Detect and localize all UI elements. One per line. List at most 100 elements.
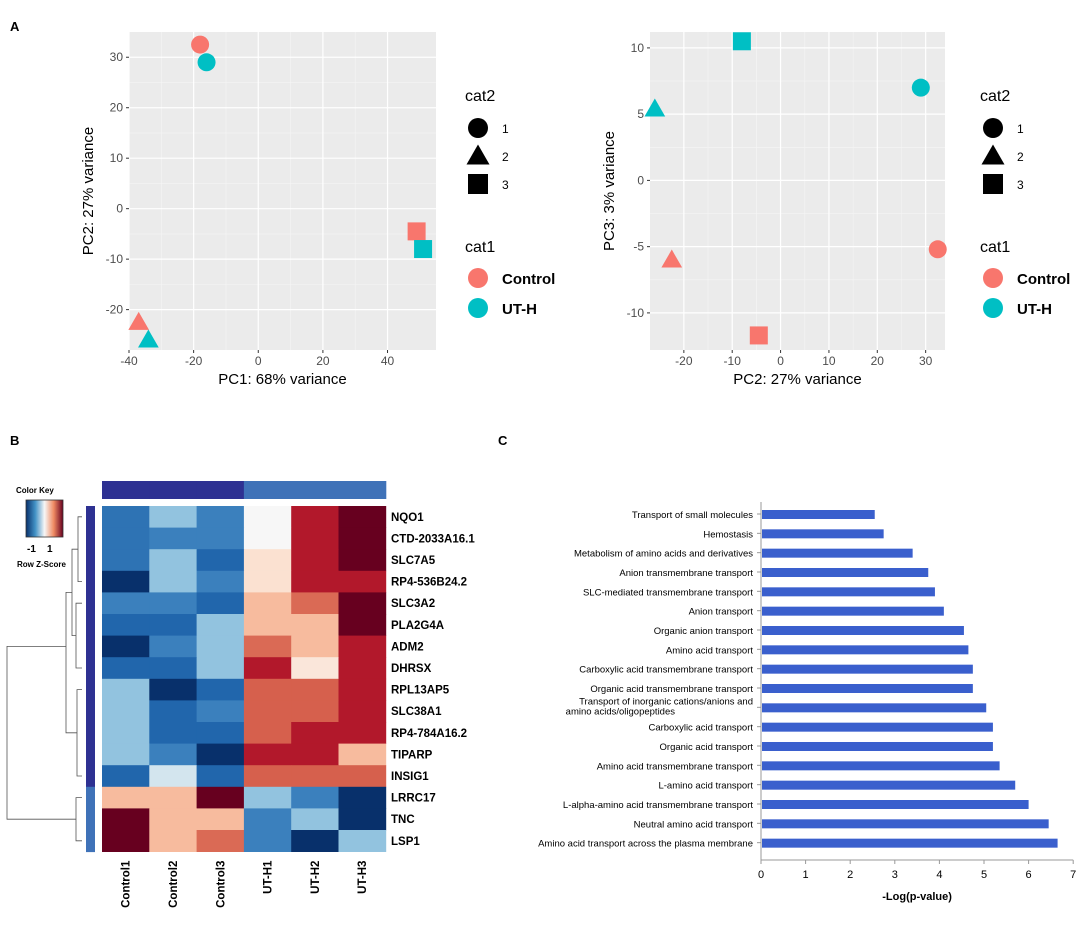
- legend-group-swatch: [468, 268, 488, 288]
- heatmap-row-label: PLA2G4A: [391, 620, 444, 632]
- row-cluster-bar: [86, 722, 95, 745]
- y-tick-label: -10: [106, 252, 124, 266]
- heatmap-cell: [149, 765, 197, 788]
- x-tick-label: 20: [871, 354, 885, 368]
- heatmap-cell: [243, 635, 292, 658]
- heatmap-cell: [196, 700, 245, 723]
- heatmap-cell: [243, 592, 292, 615]
- y-tick-label: -5: [633, 240, 644, 254]
- heatmap-column-label: Control1: [121, 860, 133, 908]
- row-cluster-bar: [86, 786, 95, 809]
- legend-shape-1: [468, 118, 488, 138]
- heatmap-cell: [196, 808, 245, 831]
- heatmap-cell: [338, 830, 387, 852]
- y-axis-label: PC3: 3% variance: [601, 131, 618, 251]
- x-tick-label: -20: [675, 354, 693, 368]
- bar-category-label: Carboxylic acid transport: [648, 723, 753, 734]
- heatmap-cell: [291, 657, 339, 680]
- heatmap-cell: [291, 678, 339, 701]
- legend-group-title: cat1: [465, 239, 495, 256]
- y-tick-label: 30: [110, 50, 124, 64]
- heatmap-cell: [243, 808, 292, 831]
- bar: [762, 722, 993, 732]
- heatmap-cell: [149, 722, 197, 744]
- legend-group-title: cat1: [980, 239, 1010, 256]
- heatmap-cell: [291, 570, 339, 593]
- row-cluster-bar: [86, 570, 95, 593]
- x-axis-label: PC1: 68% variance: [218, 371, 346, 388]
- heatmap-cell: [102, 786, 150, 809]
- legend-shape-label: 1: [502, 122, 509, 136]
- y-tick-label: 5: [637, 107, 644, 121]
- heatmap-row-label: INSIG1: [391, 771, 429, 783]
- x-tick-label: 2: [847, 869, 853, 881]
- heatmap-row-label: RPL13AP5: [391, 685, 450, 697]
- heatmap-cell: [196, 657, 245, 680]
- legend-group-label: Control: [502, 271, 555, 288]
- heatmap-cell: [196, 592, 245, 615]
- legend-shape-3: [983, 174, 1003, 194]
- row-cluster-bar: [86, 549, 95, 572]
- heatmap-row-label: TIPARP: [391, 749, 433, 761]
- legend-group-label: UT-H: [502, 301, 537, 318]
- heatmap-cell: [291, 700, 339, 723]
- bar: [762, 742, 993, 751]
- heatmap-column-label: UT-H1: [263, 860, 275, 894]
- bar-category-label: Amino acid transport: [666, 645, 753, 656]
- bar: [762, 800, 1029, 809]
- heatmap-cell: [338, 722, 387, 744]
- bar: [762, 780, 1016, 790]
- heatmap-cell: [243, 786, 292, 809]
- heatmap-row-label: TNC: [391, 814, 415, 826]
- dendrogram-branch: [75, 797, 82, 842]
- y-tick-label: -10: [627, 306, 645, 320]
- heatmap-cell: [102, 592, 150, 615]
- heatmap-cell: [149, 808, 197, 831]
- heatmap-row-label: LRRC17: [391, 793, 436, 805]
- heatmap-cell: [196, 549, 245, 572]
- heatmap-cell: [243, 506, 292, 528]
- bar-category-label: Organic anion transport: [654, 626, 754, 637]
- heatmap-cell: [243, 678, 292, 701]
- heatmap-row-label: DHRSX: [391, 663, 432, 675]
- dendrogram-branch: [77, 516, 82, 582]
- column-group-bar: [291, 481, 339, 499]
- x-tick-label: 4: [936, 869, 942, 881]
- bar: [762, 587, 935, 597]
- heatmap-cell: [196, 614, 245, 636]
- data-point: [128, 311, 150, 330]
- legend-shape-1: [983, 118, 1003, 138]
- heatmap-cell: [338, 614, 387, 636]
- heatmap-cell: [149, 614, 197, 636]
- heatmap-cell: [196, 765, 245, 788]
- pca-plot-pc1-pc2: -40 -20 0 20 40 -20 -10 0 10 20 30 PC1: 68% varianc…: [80, 32, 436, 388]
- color-key-tick-high: 1: [47, 544, 53, 555]
- x-axis-label: -Log(p-value): [882, 891, 952, 903]
- dendrogram-branch: [75, 602, 82, 669]
- heatmap-cell: [102, 722, 150, 744]
- heatmap-row-label: RP4-784A16.2: [391, 728, 467, 740]
- x-tick-label: 40: [381, 354, 395, 368]
- heatmap-cell: [291, 830, 339, 852]
- heatmap-cell: [338, 506, 387, 528]
- heatmap-cell: [291, 786, 339, 809]
- heatmap-cell: [196, 527, 245, 550]
- heatmap-cell: [196, 743, 245, 766]
- heatmap-row-label: NQO1: [391, 512, 424, 524]
- heatmap-cell: [102, 549, 150, 572]
- column-group-bar: [196, 481, 245, 499]
- legend-shape-3: [468, 174, 488, 194]
- row-cluster-bar: [86, 678, 95, 701]
- heatmap-cell: [149, 678, 197, 701]
- legend-shape-title: cat2: [465, 88, 495, 105]
- heatmap-row-label: SLC38A1: [391, 706, 442, 718]
- row-cluster-bar: [86, 527, 95, 550]
- heatmap-cell: [243, 830, 292, 852]
- data-point: [749, 326, 768, 345]
- bar-category-label: SLC-mediated transmembrane transport: [583, 587, 753, 598]
- data-point: [661, 249, 683, 268]
- heatmap-cell: [291, 527, 339, 550]
- heatmap-cell: [149, 549, 197, 572]
- bar: [762, 819, 1049, 829]
